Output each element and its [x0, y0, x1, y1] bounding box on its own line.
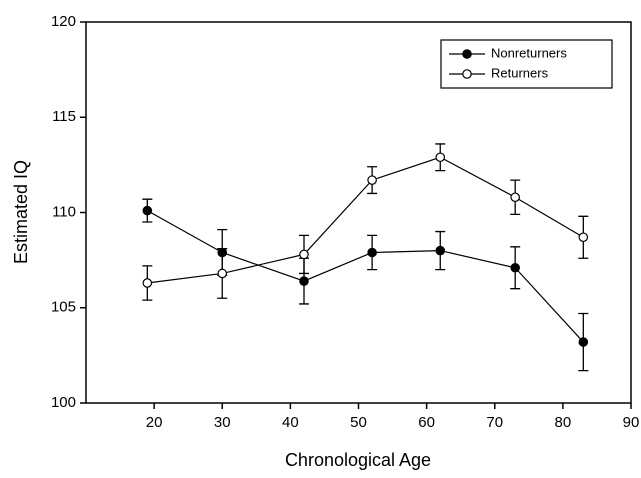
x-tick-label: 90	[623, 414, 640, 431]
y-tick-label: 110	[52, 203, 76, 220]
data-point	[510, 262, 520, 273]
data-point	[367, 175, 377, 185]
legend-marker	[462, 49, 472, 59]
data-point	[299, 249, 309, 260]
x-tick-label: 60	[418, 414, 435, 431]
x-tick-label: 20	[146, 414, 163, 431]
data-point	[578, 232, 589, 243]
data-point	[367, 247, 377, 258]
x-tick-label: 50	[350, 414, 367, 431]
data-point	[142, 205, 153, 216]
data-point	[217, 268, 228, 279]
y-tick-label: 120	[51, 13, 76, 30]
legend-marker	[462, 69, 472, 79]
y-tick-label: 105	[51, 299, 76, 316]
x-tick-label: 80	[555, 414, 572, 431]
data-point	[435, 152, 446, 163]
x-tick-label: 30	[214, 414, 231, 431]
data-point	[510, 192, 520, 203]
data-point	[142, 278, 153, 288]
series-line	[147, 210, 584, 343]
data-point	[299, 276, 309, 286]
y-tick-label: 115	[52, 108, 76, 125]
y-tick-label: 100	[51, 394, 76, 411]
data-point	[578, 337, 589, 347]
y-axis-label: Estimated IQ	[11, 160, 31, 264]
legend-label: Returners	[491, 65, 549, 80]
legend-label: Nonreturners	[491, 45, 567, 60]
x-tick-label: 70	[486, 414, 503, 431]
data-point	[435, 245, 446, 256]
x-axis-label: Chronological Age	[285, 450, 431, 470]
legend-box	[440, 39, 613, 89]
x-tick-label: 40	[282, 414, 299, 431]
